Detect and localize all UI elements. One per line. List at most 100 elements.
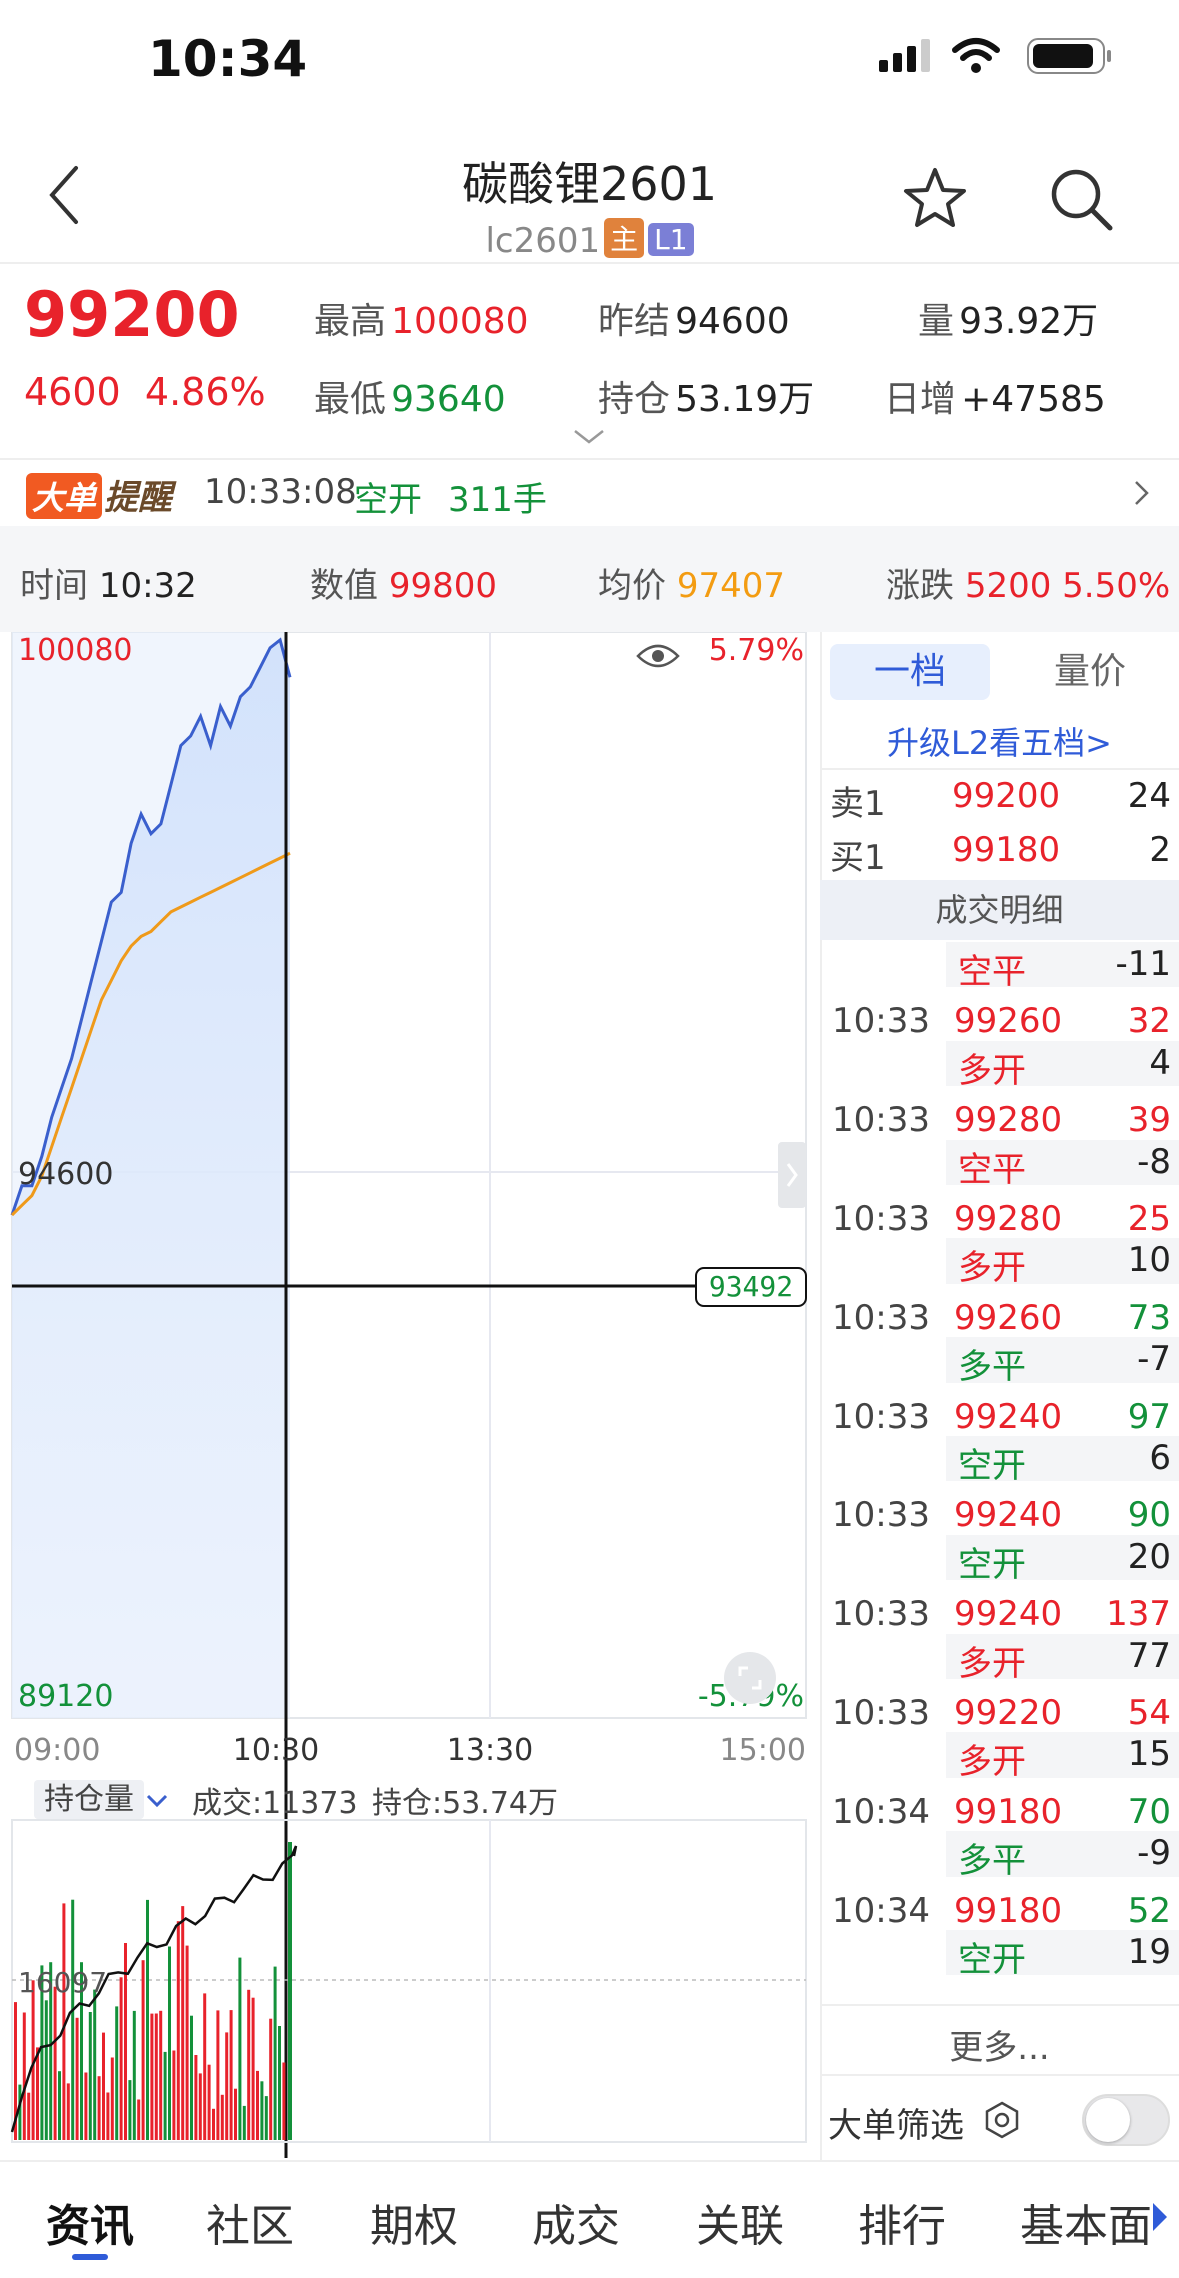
volume-bar [176,1921,180,2140]
battery-icon [1027,38,1111,74]
volume-bar [115,2006,119,2140]
chevron-right-icon [1135,481,1149,505]
trade-price: 99240 [954,1396,1063,1437]
trade-qty: 52 [1127,1890,1171,1931]
tab-0[interactable]: 资讯 [46,2201,134,2252]
trade-row: 空开 6 [820,1434,1179,1486]
alert-action: 空开 [354,480,422,520]
volume-bar [14,2002,17,2140]
bid-qty: 2 [1149,830,1171,870]
intraday-chart[interactable]: 93492 100080 94600 89120 5.79% -5.79% 09… [0,632,820,2158]
trade-oi-change: -11 [1115,944,1171,984]
big-order-alert[interactable]: 大单 提醒 10:33:08 空开 311手 [0,460,1179,524]
oi-selector[interactable]: 持仓量 [34,1774,170,1819]
volume-bar [203,1993,207,2140]
tab-level1[interactable]: 一档 [830,644,990,700]
trade-price: 99180 [954,1890,1063,1931]
volume-bar [18,2084,22,2140]
trade-row: 10:33 99260 73 [820,1286,1179,1338]
volume-value: 93.92万 [959,301,1099,342]
tab-2[interactable]: 期权 [370,2201,458,2252]
trade-type: 多开 [958,1248,1026,1289]
vol-oi-label: 持仓: [372,1786,443,1821]
trade-row: 10:33 99220 54 [820,1681,1179,1733]
trade-price: 99180 [954,1791,1063,1832]
volume-bar [264,2096,268,2140]
trade-type: 多开 [958,1742,1026,1783]
volume-bar [44,2000,48,2140]
volume-bar [110,2057,114,2140]
expand-chevron-icon[interactable] [572,428,606,446]
more-trades-link[interactable]: 更多... [949,2028,1050,2068]
volume-bar [256,2070,259,2140]
open-interest-line [10,1845,298,2133]
status-time: 10:34 [148,30,308,88]
trade-type: 空平 [958,1149,1026,1190]
settings-hex-icon[interactable] [982,2100,1022,2140]
x-tick-1500: 15:00 [720,1733,806,1768]
volume-bar [150,2013,154,2140]
info-chg-value: 5200 [964,566,1052,606]
volume-bar [220,2094,224,2140]
tab-volume-price[interactable]: 量价 [1053,651,1126,692]
info-value-label: 数值 [310,566,378,606]
volume-bar [194,2055,198,2140]
volume-label: 量 [918,301,955,342]
prev-settle-value: 94600 [675,301,790,342]
level-tag: L1 [648,223,694,256]
oi-field: 持仓 53.19万 [598,370,814,422]
ask-price: 99200 [952,776,1061,816]
volume-bar [22,2012,26,2140]
trade-row: 10:33 99280 25 [820,1187,1179,1239]
trade-oi-change: -8 [1137,1141,1171,1182]
trade-price: 99220 [954,1693,1063,1733]
volume-bar [273,1966,277,2140]
crosshair-info-bar: 时间 10:32 数值 99800 均价 97407 涨跌 5200 5.50% [0,526,1179,632]
eye-icon [636,644,680,668]
tab-1[interactable]: 社区 [206,2201,294,2252]
volume-bar [238,1957,242,2140]
volume-bar [132,2010,136,2140]
low-label: 最低 [314,379,387,420]
tab-6[interactable]: 基本面 [1020,2201,1152,2252]
high-field: 最高 100080 [314,292,529,344]
volume-bar [168,1946,171,2140]
signal-icon [879,39,930,72]
tab-3[interactable]: 成交 [532,2201,620,2252]
trade-type: 多开 [958,1050,1026,1091]
big-order-filter-toggle[interactable] [1082,2094,1170,2146]
status-icons [879,38,1111,74]
upgrade-l2-link[interactable]: 升级L2看五档> [886,724,1112,762]
trade-row: 10:33 99280 39 [820,1088,1179,1140]
scroll-right-icon[interactable] [1150,2200,1170,2234]
back-icon[interactable] [40,160,90,230]
volume-bar [190,2015,193,2140]
y-bottom-label: 89120 [18,1679,113,1714]
trade-qty: 73 [1127,1297,1171,1338]
wifi-icon [952,38,1000,73]
info-time-value: 10:32 [98,566,197,606]
contract-code: lc2601 主 L1 [0,218,1179,261]
search-icon[interactable] [1046,164,1116,234]
tab-5[interactable]: 排行 [858,2201,946,2252]
oi-value: 53.19万 [675,379,815,420]
trade-list[interactable]: 空平 -11 10:33 99260 32 多开 4 10:33 99280 39 空平 -8 10:3… [820,940,1179,2004]
trade-type: 空平 [958,952,1026,992]
trade-oi-change: 4 [1149,1042,1171,1083]
trade-time: 10:33 [832,1297,930,1338]
x-tick-0900: 09:00 [14,1733,100,1768]
volume-bar [84,2072,88,2140]
volume-bar [128,2080,132,2140]
price-line [10,637,292,1216]
volume-bar [80,1962,83,2140]
volume-bar [163,2051,167,2140]
star-icon[interactable] [900,164,970,234]
prev-settle-field: 昨结 94600 [598,292,790,344]
volume-bar [53,1986,57,2140]
trade-oi-change: 6 [1149,1438,1171,1478]
bottom-tab-bar: 资讯 社区 期权 成交 关联 排行 基本面 [0,2160,1179,2278]
tab-4[interactable]: 关联 [696,2201,784,2252]
volume-bar [288,1842,292,2140]
trade-row: 10:34 99180 70 [820,1780,1179,1832]
oi-label: 持仓 [598,379,671,420]
